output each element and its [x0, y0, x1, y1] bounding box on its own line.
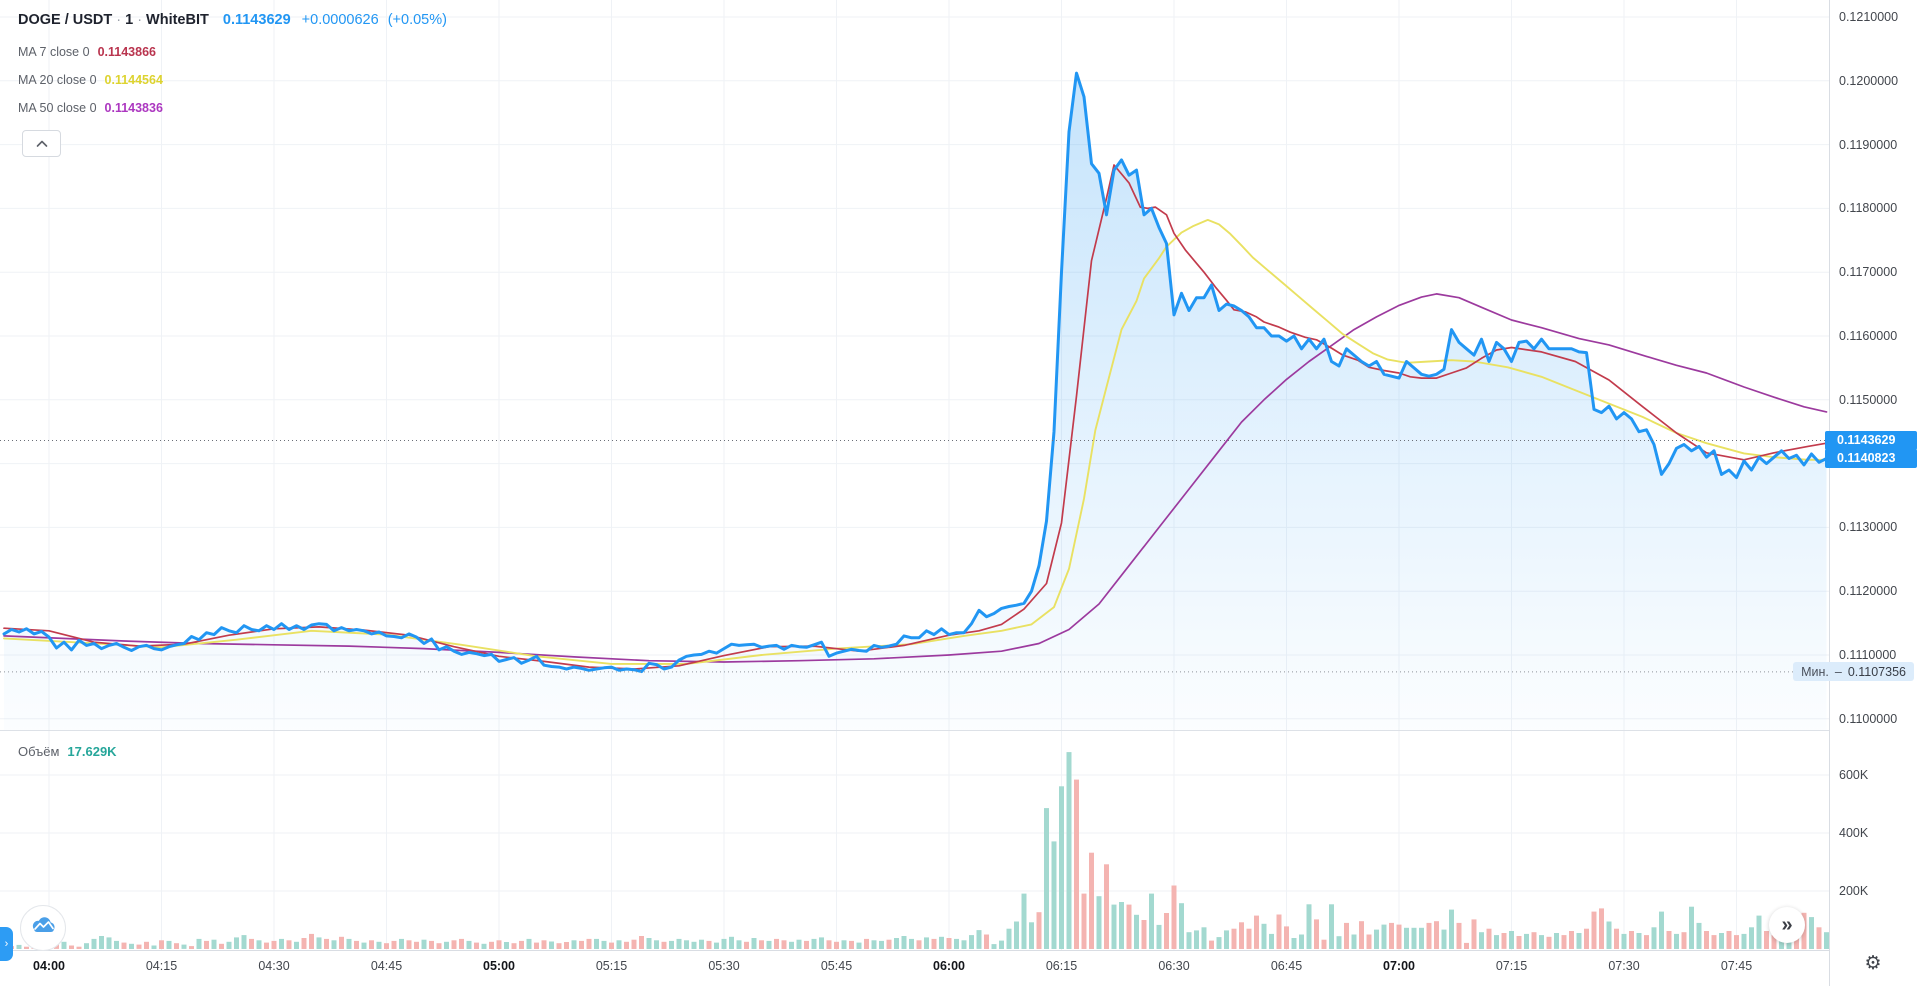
time-tick-04:30: 04:30 [258, 959, 290, 973]
price-tick: 0.1130000 [1839, 520, 1898, 535]
exchange-name[interactable]: WhiteBIT [146, 12, 209, 28]
ma20-label: MA 20 close 0 [18, 73, 97, 87]
time-tick-06:00: 06:00 [933, 959, 965, 973]
ma7-line [3, 164, 1828, 670]
chevron-up-icon [36, 135, 48, 153]
chevron-right-icon: › [4, 938, 9, 950]
last-price-axis-label: 0.1143629 [1825, 430, 1917, 450]
ma7-label: MA 7 close 0 [18, 45, 90, 59]
time-axis[interactable]: 04:00 04:15 04:30 04:45 05:00 05:15 05:30 05:45… [0, 950, 1829, 986]
double-chevron-right-icon: » [1781, 913, 1793, 936]
time-tick-07:00: 07:00 [1383, 959, 1415, 973]
separator-dot: · [116, 12, 122, 28]
ma50-label: MA 50 close 0 [18, 101, 97, 115]
min-label-dash: – [1834, 664, 1842, 679]
price-tick: 0.1150000 [1839, 392, 1898, 407]
show-left-panel-button[interactable]: › [0, 927, 13, 961]
time-tick-04:00: 04:00 [33, 959, 65, 973]
volume-legend[interactable]: Объём 17.629K [18, 744, 117, 759]
volume-tick: 600K [1839, 768, 1869, 782]
interval[interactable]: 1 [125, 12, 134, 28]
time-tick-07:30: 07:30 [1608, 959, 1640, 973]
collapse-legend-button[interactable] [22, 130, 61, 157]
volume-tick: 400K [1839, 826, 1869, 840]
symbol-name[interactable]: DOGE / USDT [18, 12, 113, 28]
chart-type-button[interactable] [20, 905, 66, 951]
price-tick: 0.1100000 [1839, 711, 1898, 726]
ma50-legend-row[interactable]: MA 50 close 0 0.1143836 [18, 101, 163, 115]
last-price: 0.1143629 [222, 12, 291, 28]
ma20-legend-row[interactable]: MA 20 close 0 0.1144564 [18, 73, 163, 87]
min-label-value: 0.1107356 [1847, 664, 1906, 679]
ma50-line [3, 293, 1828, 663]
bid-price-axis-label: 0.1140823 [1825, 448, 1917, 468]
chart-canvas[interactable] [0, 0, 1829, 950]
time-tick-04:45: 04:45 [370, 959, 403, 973]
price-tick: 0.1160000 [1839, 329, 1898, 343]
price-tick: 0.1190000 [1839, 137, 1898, 152]
min-label-text: Мин. [1801, 664, 1829, 679]
session-low-label: Мин. –0.1107356 [1793, 662, 1914, 682]
time-tick-05:00: 05:00 [483, 959, 515, 973]
time-tick-05:15: 05:15 [595, 959, 628, 973]
ma20-line [3, 218, 1828, 665]
price-tick: 0.1210000 [1839, 10, 1899, 24]
price-change-percent: (+0.05%) [387, 12, 447, 28]
area-chart-icon [30, 915, 56, 942]
volume-value: 17.629K [67, 744, 117, 759]
price-tick: 0.1170000 [1839, 265, 1898, 280]
symbol-row[interactable]: DOGE / USDT · 1 · WhiteBIT 0.1143629 +0.0000… [18, 12, 447, 28]
time-tick-05:30: 05:30 [708, 959, 740, 973]
gear-icon: ⚙ [1864, 952, 1882, 974]
ma20-value: 0.1144564 [104, 73, 163, 87]
time-tick-07:45: 07:45 [1720, 959, 1753, 973]
time-tick-06:30: 06:30 [1158, 959, 1190, 973]
volume-bars [1, 752, 1829, 950]
price-tick: 0.1120000 [1839, 584, 1898, 599]
separator-dot: · [137, 12, 143, 28]
time-tick-07:15: 07:15 [1495, 959, 1528, 973]
time-tick-04:15: 04:15 [145, 959, 178, 973]
pane-separator[interactable] [0, 730, 1829, 731]
time-tick-06:45: 06:45 [1270, 959, 1303, 973]
price-change: +0.0000626 [301, 12, 379, 28]
price-line [2, 71, 1828, 674]
volume-tick: 200K [1839, 884, 1869, 898]
chart-pane[interactable]: DOGE / USDT · 1 · WhiteBIT 0.1143629 +0.0000… [0, 0, 1829, 951]
price-area-fill [4, 73, 1827, 731]
price-tick: 0.1200000 [1839, 73, 1899, 88]
price-tick: 0.1180000 [1839, 201, 1898, 216]
ma7-value: 0.1143866 [97, 45, 156, 59]
time-tick-06:15: 06:15 [1045, 959, 1078, 973]
settings-button[interactable]: ⚙ [1856, 948, 1890, 978]
price-axis[interactable]: 0.1143629 0.1140823 0.1210000 0.1200000 0.… [1825, 0, 1919, 986]
ma50-value: 0.1143836 [104, 101, 163, 115]
scroll-to-realtime-button[interactable]: » [1769, 907, 1805, 943]
ma7-legend-row[interactable]: MA 7 close 0 0.1143866 [18, 45, 156, 59]
volume-label: Объём [18, 744, 60, 759]
time-tick-05:45: 05:45 [820, 959, 853, 973]
price-tick: 0.1110000 [1839, 648, 1897, 662]
